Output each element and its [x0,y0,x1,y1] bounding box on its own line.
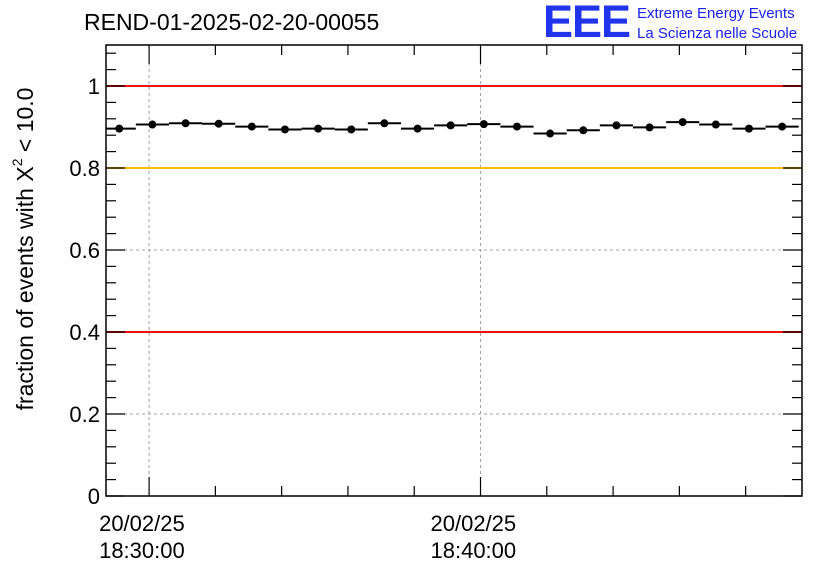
y-tick-label: 0.4 [69,320,100,345]
data-point [678,118,687,127]
x-tick-label-time: 18:30:00 [99,538,185,563]
data-point [479,120,488,129]
eee-logo-mark: EEE [543,0,631,47]
logo-line-2: La Scienza nelle Scuole [637,25,798,42]
data-point [347,125,356,134]
data-point [380,119,389,128]
data-point [115,124,124,133]
data-point [711,120,720,129]
data-point [645,123,654,132]
data-point [579,126,588,135]
y-tick-label: 0.2 [69,402,100,427]
data-point [148,120,157,129]
x-tick-label-time: 18:40:00 [431,538,517,563]
y-tick-label: 0 [88,484,100,509]
data-point [314,124,323,133]
x-tick-label-date: 20/02/25 [99,511,185,536]
data-point [181,119,190,128]
data-point [512,122,521,131]
y-tick-label: 0.8 [69,156,100,181]
data-point [778,122,787,131]
x-tick-label-date: 20/02/25 [431,511,517,536]
y-tick-label: 0.6 [69,238,100,263]
data-point [413,124,422,133]
data-point [446,121,455,130]
data-point [612,121,621,130]
data-point [247,122,256,131]
data-point [744,124,753,133]
logo-line-1: Extreme Energy Events [637,5,795,22]
y-tick-label: 1 [88,74,100,99]
chart-title: REND-01-2025-02-20-00055 [84,9,380,35]
plot-frame [105,44,803,497]
data-point [214,119,223,128]
data-point [280,125,289,134]
data-point [546,129,555,138]
